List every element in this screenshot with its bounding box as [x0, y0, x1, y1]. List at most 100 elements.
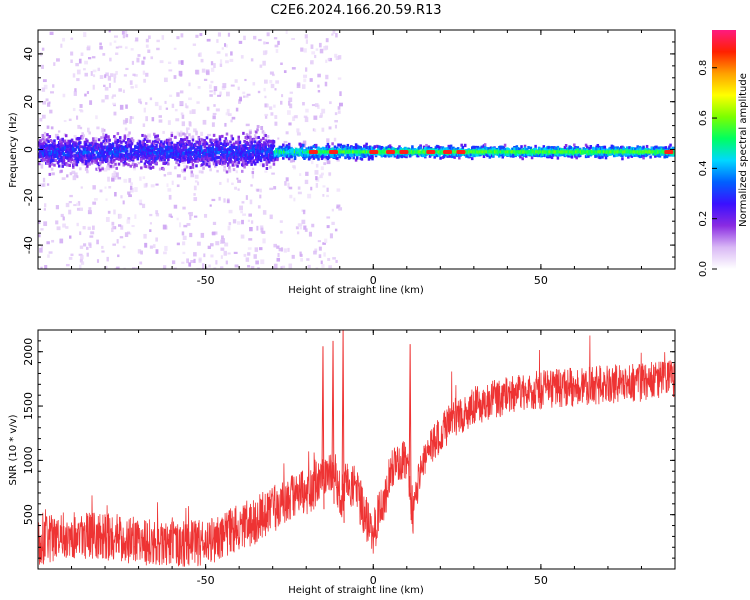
noise-cell [317, 240, 322, 243]
noise-cell [41, 64, 44, 69]
ridge-cell [128, 131, 131, 135]
noise-cell [89, 243, 92, 248]
noise-cell [216, 51, 221, 54]
ridge-cell [162, 167, 165, 171]
ridge-cell [231, 161, 235, 165]
ridge-cell [114, 140, 117, 144]
noise-cell [182, 235, 187, 240]
noise-cell [171, 103, 175, 108]
noise-cell [331, 33, 334, 36]
noise-cell [117, 176, 122, 180]
ridge-cell [61, 164, 64, 168]
noise-cell [264, 170, 268, 173]
noise-cell [168, 194, 172, 200]
noise-cell [119, 236, 124, 239]
ridge-cell [188, 140, 191, 144]
ridge-cell [124, 162, 128, 166]
ridge-cell [285, 144, 289, 148]
ridge-cell [97, 166, 101, 170]
noise-cell [277, 137, 280, 140]
ridge-cell [556, 145, 560, 149]
noise-cell [327, 58, 331, 61]
noise-cell [186, 105, 189, 109]
noise-cell [315, 176, 318, 181]
ridge-cell [576, 146, 580, 150]
ridge-cell [115, 157, 118, 161]
noise-cell [289, 103, 293, 109]
noise-cell [293, 146, 297, 150]
noise-cell [193, 128, 197, 133]
noise-cell [289, 194, 293, 199]
ridge-cell [176, 141, 179, 145]
noise-cell [119, 214, 123, 219]
noise-cell [212, 221, 217, 225]
noise-cell [334, 124, 338, 129]
noise-cell [236, 177, 239, 180]
noise-cell [94, 137, 98, 141]
noise-cell [315, 48, 319, 51]
ridge-cell [185, 136, 189, 140]
ridge-cell [520, 145, 523, 149]
ridge-cell [94, 139, 97, 143]
ridge-cell [106, 156, 109, 160]
ridge-cell [390, 154, 393, 158]
noise-cell [288, 122, 292, 126]
ridge-cell [57, 164, 61, 168]
noise-cell [304, 34, 308, 39]
noise-cell [312, 128, 315, 132]
noise-cell [127, 191, 131, 195]
noise-cell [310, 60, 314, 65]
noise-cell [328, 126, 332, 130]
noise-cell [150, 56, 154, 60]
noise-cell [134, 187, 138, 193]
noise-cell [101, 127, 105, 133]
ridge-cell [48, 164, 52, 168]
ridge-cell [154, 154, 157, 158]
noise-cell [287, 110, 291, 115]
noise-cell [225, 112, 229, 116]
noise-cell [173, 47, 177, 50]
noise-cell [140, 250, 143, 255]
noise-cell [273, 37, 278, 40]
noise-cell [111, 177, 115, 182]
noise-cell [125, 104, 128, 109]
ridge-cell [62, 159, 66, 163]
ridge-cell [355, 156, 359, 160]
ridge-cell [235, 162, 238, 166]
noise-cell [115, 172, 119, 178]
noise-cell [76, 69, 81, 75]
noise-cell [328, 172, 332, 176]
noise-cell [238, 40, 243, 44]
noise-cell [248, 213, 252, 217]
noise-cell [91, 225, 95, 230]
noise-cell [247, 247, 252, 250]
noise-cell [257, 205, 261, 209]
ridge-cell [271, 146, 275, 150]
ridge-cell [62, 156, 66, 160]
ridge-cell [255, 130, 258, 134]
ridge-cell [136, 157, 140, 161]
ridge-cell [673, 152, 675, 156]
noise-cell [266, 32, 270, 37]
ridge-cell [68, 157, 72, 161]
noise-cell [228, 222, 232, 226]
noise-cell [218, 196, 221, 201]
ridge-cell [299, 143, 303, 147]
ridge-cell [251, 170, 255, 174]
ridge-cell [501, 155, 505, 159]
noise-cell [276, 245, 280, 249]
ridge-cell [512, 154, 515, 158]
ridge-cell [198, 170, 202, 174]
noise-cell [231, 182, 234, 185]
ridge-cell [176, 158, 179, 162]
ridge-cell [144, 148, 148, 152]
ridge-cell [52, 147, 55, 151]
noise-cell [216, 169, 219, 173]
noise-cell [155, 210, 159, 215]
noise-cell [289, 160, 293, 163]
noise-cell [96, 126, 100, 130]
noise-cell [250, 220, 254, 224]
noise-cell [162, 224, 167, 230]
